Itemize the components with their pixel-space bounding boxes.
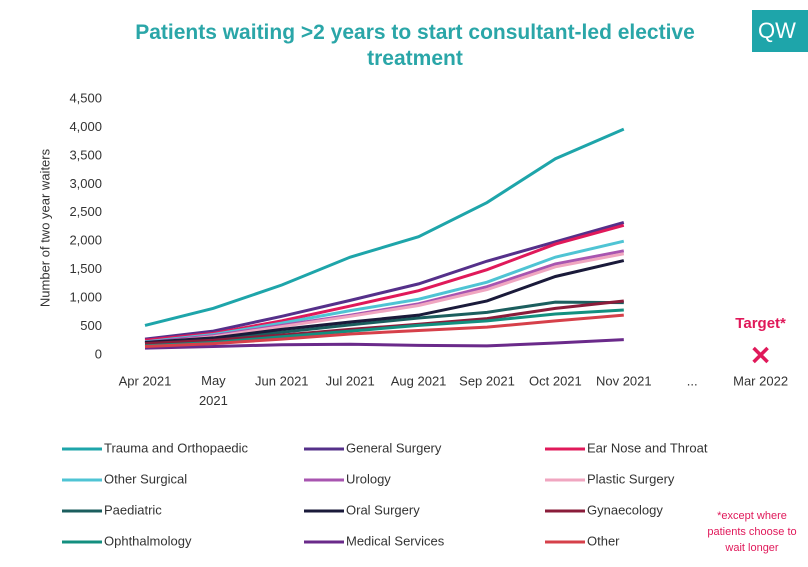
legend-label: Urology (346, 471, 391, 486)
x-tick-label: Aug 2021 (391, 373, 447, 388)
series-line (144, 313, 624, 348)
y-tick-label: 3,500 (69, 147, 102, 162)
footnote: *except where patients choose to wait lo… (707, 510, 797, 554)
legend-label: Paediatric (104, 502, 162, 517)
legend-label: Other (587, 533, 620, 548)
legend-label: Medical Services (346, 533, 445, 548)
x-tick-label: Mar 2022 (733, 373, 788, 388)
legend-label: General Surgery (346, 440, 442, 455)
legend-label: Plastic Surgery (587, 471, 675, 486)
target-marker (752, 346, 769, 364)
legend-label: Other Surgical (104, 471, 187, 486)
y-tick-label: 1,500 (69, 261, 102, 276)
x-tick-label: Oct 2021 (529, 373, 582, 388)
y-axis-label: Number of two year waiters (37, 148, 52, 307)
x-tick-label: Apr 2021 (119, 373, 172, 388)
y-tick-label: 2,000 (69, 233, 102, 248)
y-tick-label: 500 (80, 318, 102, 333)
series-line (144, 259, 625, 344)
y-tick-label: 3,000 (69, 176, 102, 191)
series-line (144, 127, 625, 327)
legend-label: Oral Surgery (346, 502, 420, 517)
y-tick-label: 2,500 (69, 204, 102, 219)
x-tick-label: Jun 2021 (255, 373, 309, 388)
x-tick-label: Nov 2021 (596, 373, 652, 388)
series-line (144, 338, 624, 350)
y-tick-label: 1,000 (69, 290, 102, 305)
x-tick-label: May 2021 (199, 373, 228, 408)
y-tick-label: 0 (95, 346, 102, 361)
y-tick-label: 4,000 (69, 119, 102, 134)
legend-label: Gynaecology (587, 502, 663, 517)
target-label: Target* (735, 315, 786, 332)
x-tick-label: Jul 2021 (326, 373, 375, 388)
legend-label: Ear Nose and Throat (587, 440, 708, 455)
target-cross (752, 346, 769, 364)
chart-title: Patients waiting >2 years to start consu… (135, 21, 695, 70)
legend-label: Trauma and Orthopaedic (104, 440, 249, 455)
logo: QW (752, 10, 808, 52)
series-line (144, 221, 625, 341)
legend-label: Ophthalmology (104, 533, 192, 548)
x-tick-label: ... (687, 373, 698, 388)
x-tick-label: Sep 2021 (459, 373, 515, 388)
y-tick-label: 4,500 (69, 90, 102, 105)
